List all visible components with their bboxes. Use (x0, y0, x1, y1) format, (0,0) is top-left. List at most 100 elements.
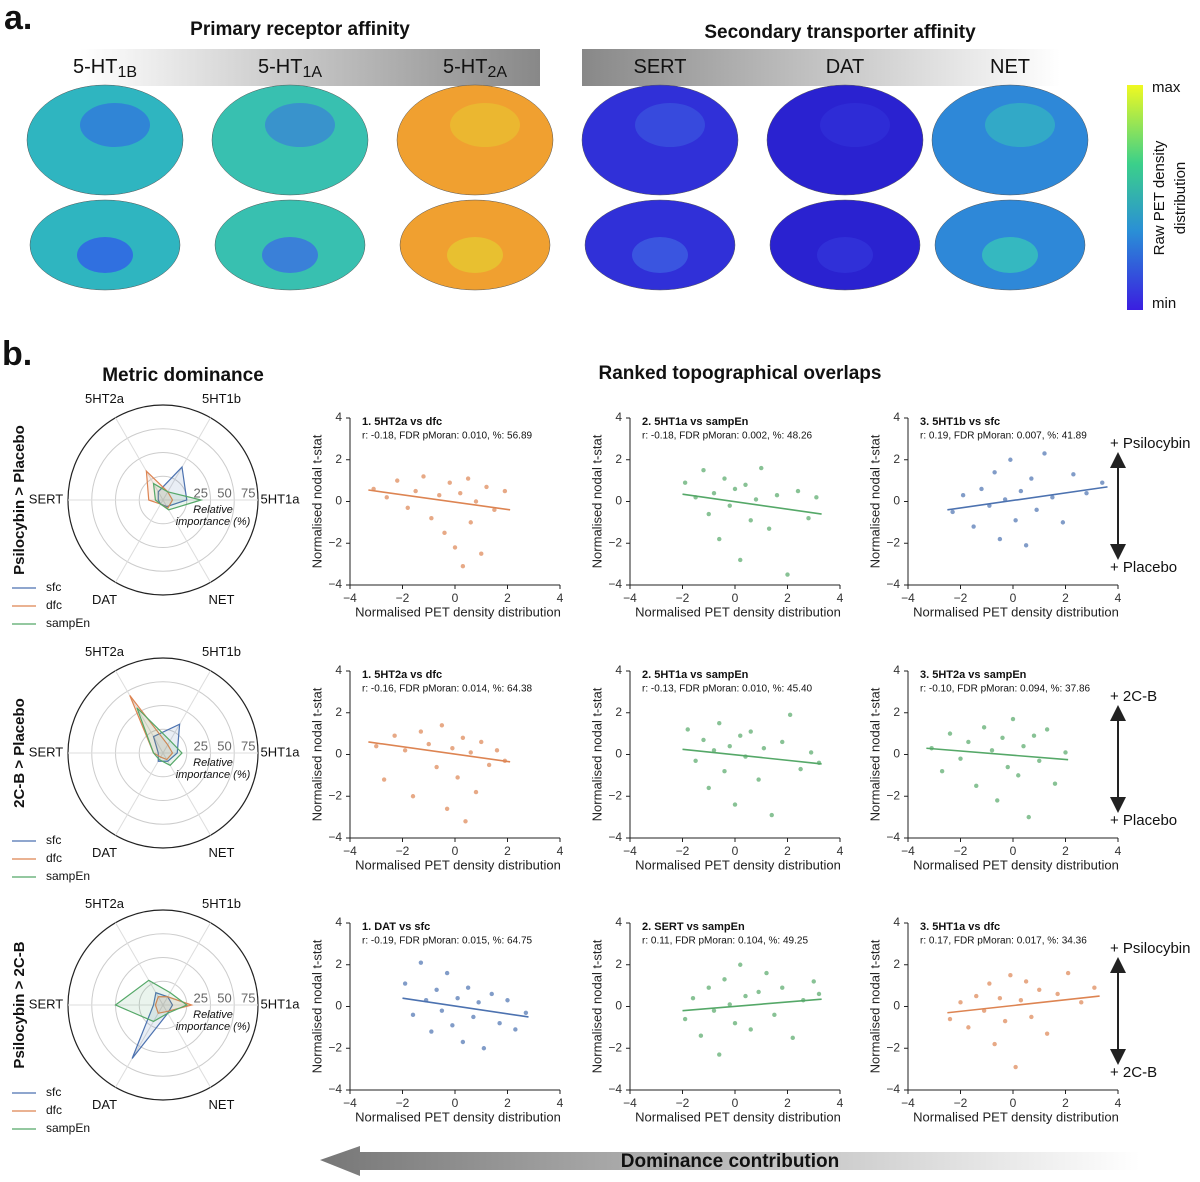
point (429, 516, 434, 521)
point (717, 536, 722, 542)
colorbar (1127, 85, 1143, 310)
point (1042, 451, 1047, 456)
x-tick-label: −2 (396, 591, 410, 605)
x-tick-label: 2 (1062, 1096, 1069, 1110)
label-text: NET (990, 56, 1030, 78)
radar-axis-label: NET (209, 1097, 235, 1112)
x-tick-label: 2 (784, 844, 791, 858)
x-tick-label: −2 (396, 1096, 410, 1110)
point (460, 735, 466, 740)
x-tick-label: 0 (732, 844, 739, 858)
point (1071, 472, 1076, 477)
point (479, 551, 484, 556)
point (727, 1002, 732, 1007)
contrast-bottom: + 2C-B (1110, 1064, 1157, 1081)
y-axis-label: Normalised nodal t-stat (309, 434, 324, 568)
point (444, 806, 450, 811)
x-tick-label: 4 (1115, 591, 1122, 605)
plot-title: 3. 5HT2a vs sampEn (920, 669, 1027, 681)
y-tick-label: 4 (335, 663, 342, 677)
point (455, 995, 460, 1001)
x-tick-label: 0 (1010, 591, 1017, 605)
point (811, 979, 816, 984)
radar-note: importance (%) (176, 516, 251, 528)
point (1018, 488, 1024, 494)
point (790, 1035, 795, 1041)
plot-stats: r: -0.13, FDR pMoran: 0.010, %: 45.40 (642, 684, 813, 695)
point (402, 981, 408, 986)
y-tick-label: 2 (335, 957, 342, 971)
x-tick-label: −4 (343, 844, 357, 858)
point (439, 723, 445, 728)
y-tick-label: −4 (328, 830, 342, 844)
radar-spoke (115, 752, 164, 836)
radar-axis-label: 5HT2a (85, 644, 125, 659)
point (780, 985, 785, 990)
point (722, 977, 727, 982)
point (738, 962, 743, 967)
x-tick-label: 0 (1010, 1096, 1017, 1110)
point (471, 1014, 476, 1020)
point (738, 557, 743, 563)
radar-note: Relative (193, 1009, 233, 1021)
gradient-band (80, 49, 540, 86)
fit-line (947, 486, 1108, 511)
point (966, 739, 971, 745)
point (756, 777, 761, 782)
point (766, 526, 772, 531)
fit-line (682, 748, 822, 765)
label-text: 5-HT (258, 56, 302, 78)
contrast-bottom: + Placebo (1110, 559, 1177, 576)
point (743, 993, 748, 999)
point (1029, 476, 1034, 481)
point (974, 993, 979, 999)
point (1044, 1031, 1050, 1036)
point (468, 520, 473, 525)
brain-region (985, 103, 1055, 147)
arrow-label: Dominance contribution (621, 1151, 840, 1172)
x-tick-label: −2 (676, 1096, 690, 1110)
radar-axis-label: NET (209, 845, 235, 860)
row-title: 2C-B > Placebo (11, 698, 28, 808)
plot-stats: r: 0.19, FDR pMoran: 0.007, %: 41.89 (920, 431, 1087, 442)
plot-title: 2. 5HT1a vs sampEn (642, 416, 749, 428)
brain-region (447, 237, 503, 273)
point (974, 783, 979, 789)
point (458, 490, 463, 496)
point (706, 785, 711, 791)
point (405, 505, 410, 510)
panel-label: b. (2, 335, 32, 373)
radar-note: importance (%) (176, 1021, 251, 1033)
y-tick-label: 0 (893, 494, 900, 508)
point (1010, 716, 1016, 722)
x-tick-label: −4 (343, 591, 357, 605)
point (759, 465, 764, 471)
y-tick-label: 2 (615, 452, 622, 466)
point (392, 733, 397, 738)
point (992, 470, 997, 475)
point (808, 750, 814, 755)
brain-region (817, 237, 873, 273)
point (402, 748, 408, 753)
section-title: Ranked topographical overlaps (599, 363, 882, 384)
point (1005, 764, 1010, 770)
point (444, 970, 450, 976)
point (814, 495, 819, 500)
point (460, 1039, 466, 1045)
y-tick-label: −4 (328, 1082, 342, 1096)
point (995, 798, 1000, 803)
point (465, 985, 471, 990)
radar-axis-label: 5HT1a (260, 491, 300, 506)
x-axis-label: Normalised PET density distribution (913, 604, 1119, 619)
point (743, 482, 748, 487)
point (513, 1027, 518, 1032)
y-tick-label: 4 (893, 410, 900, 424)
x-tick-label: −4 (901, 591, 915, 605)
y-tick-label: 2 (893, 705, 900, 719)
point (473, 499, 479, 504)
point (1013, 518, 1018, 523)
brain-region (450, 103, 520, 147)
contrast-bottom: + Placebo (1110, 812, 1177, 829)
point (1023, 543, 1029, 548)
y-tick-label: −4 (608, 1082, 622, 1096)
